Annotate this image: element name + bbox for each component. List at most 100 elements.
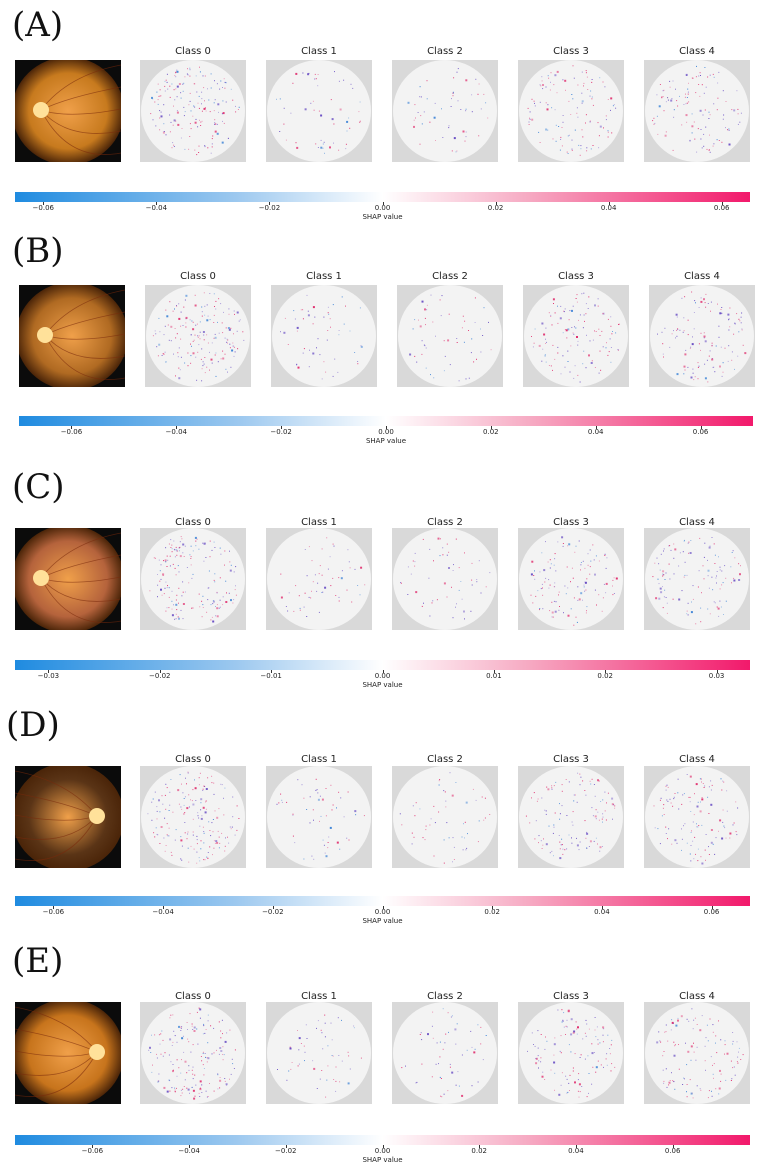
colorbar-tick — [601, 906, 603, 909]
colorbar-tick — [71, 426, 73, 429]
colorbar-tick — [479, 1145, 481, 1148]
fundus-image — [15, 1002, 121, 1104]
colorbar-tick-label: 0.04 — [594, 908, 610, 916]
shap-map-class-2 — [392, 766, 498, 868]
colorbar-tick — [272, 906, 274, 909]
class-title: Class 1 — [301, 517, 337, 528]
shap-map-class-2 — [392, 60, 498, 162]
colorbar-tick-label: −0.02 — [262, 908, 284, 916]
shap-map-class-4 — [644, 528, 750, 630]
shap-map-class-0 — [140, 1002, 246, 1104]
colorbar-tick-label: 0.00 — [378, 428, 394, 436]
colorbar-tick — [53, 906, 55, 909]
shap-colorbar — [19, 416, 753, 426]
colorbar-tick-label: −0.01 — [260, 672, 282, 680]
class-title: Class 0 — [175, 991, 211, 1002]
colorbar-tick — [382, 906, 384, 909]
shap-map-class-1 — [266, 1002, 372, 1104]
shap-map-class-3 — [518, 60, 624, 162]
colorbar-axis-label: SHAP value — [362, 681, 403, 689]
colorbar-tick-label: 0.02 — [483, 428, 499, 436]
shap-map-class-4 — [644, 766, 750, 868]
class-title: Class 4 — [679, 517, 715, 528]
colorbar-tick — [711, 906, 713, 909]
colorbar-tick-label: 0.00 — [374, 908, 391, 916]
colorbar-tick-label: 0.06 — [692, 428, 709, 436]
colorbar-axis-label: SHAP value — [362, 213, 403, 221]
colorbar-tick — [163, 906, 165, 909]
shap-colorbar — [15, 660, 750, 670]
panel-label: (D) — [6, 705, 60, 745]
class-title: Class 2 — [427, 991, 463, 1002]
colorbar-tick — [492, 906, 494, 909]
colorbar-tick — [721, 202, 723, 205]
colorbar-tick — [189, 1145, 191, 1148]
fundus-image — [15, 60, 121, 162]
class-title: Class 0 — [175, 517, 211, 528]
colorbar-tick-label: −0.04 — [178, 1147, 200, 1155]
class-title: Class 1 — [301, 46, 337, 57]
colorbar-tick — [43, 202, 45, 205]
class-title: Class 3 — [553, 46, 589, 57]
colorbar-tick-label: −0.02 — [149, 672, 171, 680]
shap-map-class-2 — [392, 528, 498, 630]
shap-colorbar — [15, 1135, 750, 1145]
class-title: Class 3 — [558, 271, 594, 282]
shap-map-class-2 — [392, 1002, 498, 1104]
shap-map-class-3 — [518, 766, 624, 868]
colorbar-axis-label: SHAP value — [365, 437, 407, 445]
shap-map-class-4 — [649, 285, 755, 387]
colorbar-tick-label: −0.02 — [275, 1147, 297, 1155]
colorbar-tick — [382, 1145, 384, 1148]
colorbar-tick — [490, 426, 492, 429]
shap-map-class-1 — [271, 285, 377, 387]
colorbar-tick-label: 0.02 — [487, 204, 504, 212]
class-title: Class 4 — [679, 754, 715, 765]
colorbar-tick — [386, 426, 387, 429]
colorbar-tick-label: 0.00 — [374, 1147, 391, 1155]
shap-map-class-0 — [140, 528, 246, 630]
class-title: Class 0 — [175, 754, 211, 765]
colorbar-tick-label: 0.04 — [568, 1147, 584, 1155]
class-title: Class 1 — [301, 754, 337, 765]
class-title: Class 4 — [679, 991, 715, 1002]
shap-map-class-3 — [523, 285, 629, 387]
colorbar-tick-label: 0.06 — [713, 204, 730, 212]
class-title: Class 1 — [306, 271, 342, 282]
colorbar-tick-label: 0.02 — [597, 672, 614, 680]
colorbar-tick — [156, 202, 158, 205]
colorbar-tick-label: 0.04 — [600, 204, 617, 212]
colorbar-tick — [575, 1145, 577, 1148]
shap-colorbar — [15, 192, 750, 202]
class-title: Class 3 — [553, 991, 589, 1002]
shap-map-class-1 — [266, 60, 372, 162]
shap-map-class-0 — [140, 60, 246, 162]
colorbar-tick — [595, 426, 597, 429]
colorbar-axis-label: SHAP value — [362, 1156, 403, 1164]
colorbar-tick — [176, 426, 178, 429]
class-title: Class 2 — [432, 271, 468, 282]
colorbar-tick-label: 0.03 — [708, 672, 725, 680]
colorbar-tick-label: −0.04 — [152, 908, 174, 916]
class-title: Class 0 — [180, 271, 216, 282]
colorbar-tick-label: −0.02 — [258, 204, 281, 212]
colorbar-tick — [159, 670, 161, 673]
colorbar-tick — [271, 670, 273, 673]
shap-colorbar — [15, 896, 750, 906]
colorbar-tick — [716, 670, 718, 673]
colorbar-tick-label: 0.06 — [664, 1147, 681, 1155]
colorbar-tick — [382, 202, 384, 205]
colorbar-tick — [382, 670, 384, 673]
class-title: Class 3 — [553, 754, 589, 765]
colorbar-tick — [605, 670, 607, 673]
colorbar-tick-label: 0.02 — [471, 1147, 487, 1155]
colorbar-tick — [48, 670, 50, 673]
colorbar-tick-label: −0.06 — [60, 428, 83, 436]
colorbar-tick — [672, 1145, 674, 1148]
colorbar-tick — [285, 1145, 287, 1148]
colorbar-tick — [92, 1145, 94, 1148]
panel-label: (B) — [12, 231, 64, 271]
colorbar-tick-label: −0.04 — [145, 204, 168, 212]
colorbar-tick — [281, 426, 283, 429]
class-title: Class 0 — [175, 46, 211, 57]
